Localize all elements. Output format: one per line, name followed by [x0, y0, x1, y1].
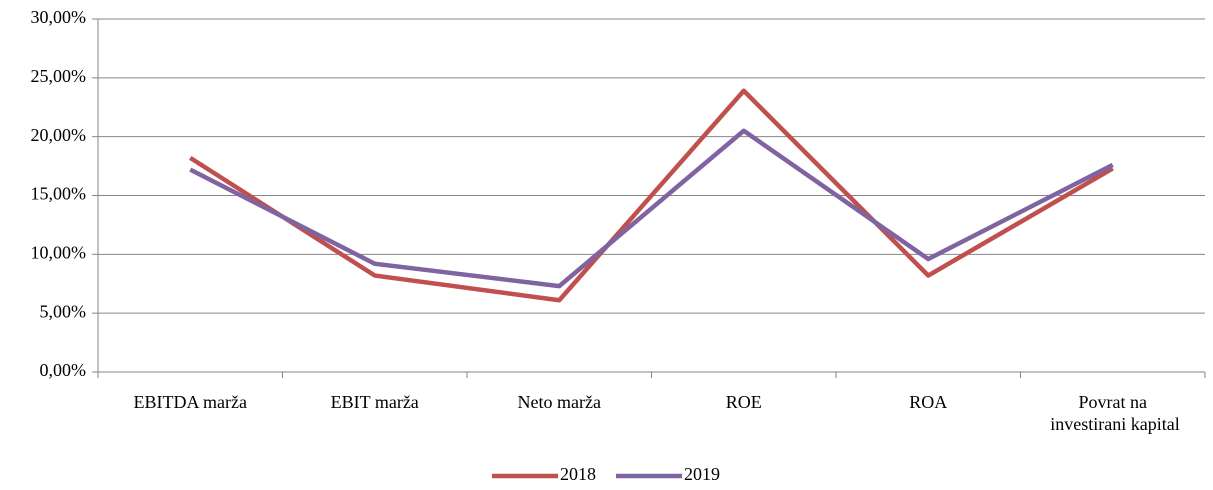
y-tick-label: 0,00% — [40, 360, 87, 380]
legend-label: 2018 — [560, 464, 596, 484]
y-tick-label: 25,00% — [31, 66, 87, 86]
y-tick-label: 10,00% — [31, 242, 87, 262]
x-tick-label: ROE — [726, 392, 762, 412]
legend-label: 2019 — [684, 464, 720, 484]
x-tick-label: ROA — [909, 392, 947, 412]
x-tick-label: Povrat na investirani kapital — [1046, 392, 1180, 434]
series-line — [189, 128, 1114, 289]
x-tick-label: Neto marža — [518, 392, 601, 412]
x-tick-label: EBIT marža — [331, 392, 419, 412]
legend: 2018 2019 — [492, 464, 720, 484]
y-tick-label: 30,00% — [31, 7, 87, 27]
x-tick-label: EBITDA marža — [134, 392, 247, 412]
y-tick-label: 15,00% — [31, 184, 87, 204]
y-tick-label: 5,00% — [40, 301, 87, 321]
series-line — [189, 88, 1114, 303]
y-tick-label: 20,00% — [31, 125, 87, 145]
